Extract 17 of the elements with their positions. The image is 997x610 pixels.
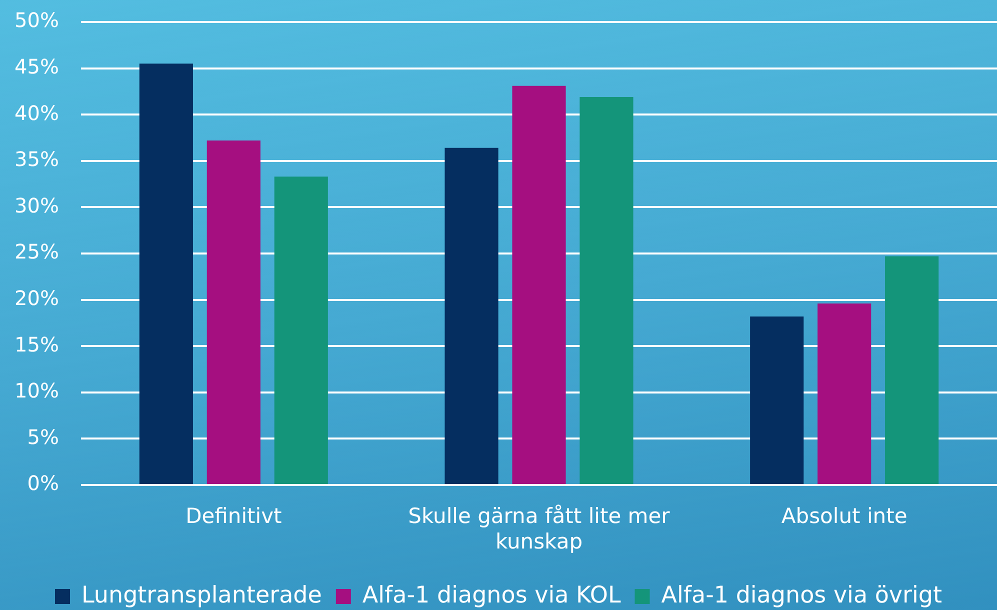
y-tick-label: 50% — [14, 8, 59, 32]
y-tick-label: 20% — [14, 286, 59, 310]
x-tick-label: Absolut inte — [781, 504, 908, 528]
x-tick-label: Definitivt — [186, 504, 282, 528]
legend-label: Lungtransplanterade — [82, 582, 322, 608]
y-tick-label: 15% — [14, 332, 59, 356]
y-tick-label: 25% — [14, 240, 59, 264]
y-tick-label: 45% — [14, 54, 59, 79]
y-tick-label: 5% — [27, 424, 59, 449]
y-tick-label: 10% — [14, 378, 59, 403]
legend-label: Alfa-1 diagnos via KOL — [362, 582, 621, 608]
x-tick-label: Skulle gärna fått lite mer kunskap — [408, 504, 670, 554]
y-tick-label: 0% — [27, 471, 59, 496]
legend-label: Alfa-1 diagnos via övrigt — [661, 582, 942, 608]
y-tick-label: 30% — [14, 193, 59, 218]
y-tick-label: 40% — [14, 100, 59, 125]
y-tick-label: 35% — [14, 147, 59, 172]
